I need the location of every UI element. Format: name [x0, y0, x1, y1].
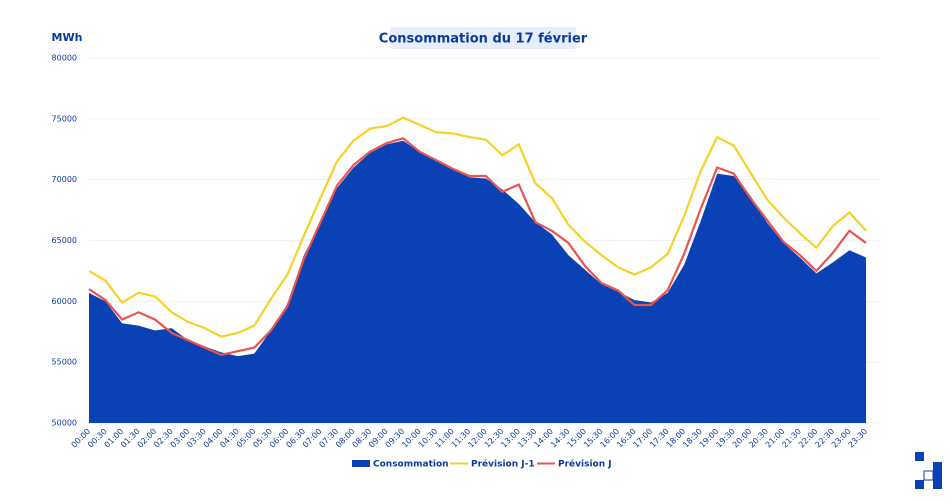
- legend-swatch: [352, 460, 370, 467]
- y-tick-label: 50000: [52, 419, 77, 428]
- legend-label: Consommation: [373, 460, 449, 470]
- y-tick-label: 55000: [52, 358, 77, 367]
- y-tick-label: 60000: [52, 297, 77, 306]
- area: [89, 140, 866, 423]
- y-tick-label: 70000: [52, 175, 77, 184]
- x-tick-label: 23:30: [847, 427, 870, 450]
- line: [88, 137, 867, 357]
- chart-title: Consommation du 17 février: [379, 32, 588, 47]
- legend-label: Prévision J-1: [471, 459, 535, 470]
- logo: [915, 452, 942, 489]
- y-tick-label: 80000: [52, 54, 77, 63]
- y-tick-label: 65000: [52, 236, 77, 245]
- line: [88, 116, 867, 338]
- y-tick-label: 75000: [52, 114, 77, 123]
- y-unit: MWh: [52, 31, 83, 44]
- legend-label: Prévision J: [558, 459, 612, 470]
- title-box: [390, 27, 576, 49]
